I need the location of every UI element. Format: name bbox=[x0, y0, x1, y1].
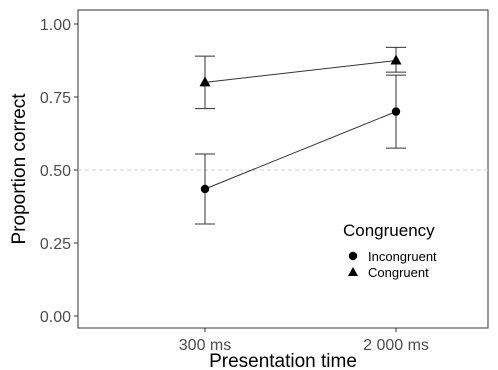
legend-key-congruent bbox=[348, 267, 358, 276]
x-axis: 300 ms 2 000 ms bbox=[179, 328, 429, 354]
x-tick-label: 2 000 ms bbox=[363, 337, 429, 354]
plot-panel bbox=[77, 9, 489, 329]
data-point bbox=[200, 184, 210, 194]
series-incongruent bbox=[195, 74, 406, 225]
y-axis: 0.00 0.25 0.50 0.75 1.00 bbox=[40, 17, 78, 326]
y-tick-label: 0.00 bbox=[40, 309, 71, 326]
y-axis-title: Proportion correct bbox=[9, 93, 30, 245]
series-line bbox=[204, 60, 397, 83]
series-congruent bbox=[195, 46, 406, 110]
y-tick-label: 0.50 bbox=[40, 163, 71, 180]
data-point bbox=[199, 76, 211, 87]
legend: Congruency Incongruent Congruent bbox=[343, 221, 437, 280]
legend-label-incongruent: Incongruent bbox=[368, 249, 437, 264]
series-group bbox=[195, 46, 406, 225]
data-point bbox=[391, 107, 401, 116]
data-point bbox=[390, 54, 402, 65]
y-tick-label: 0.75 bbox=[40, 90, 71, 107]
legend-key-incongruent bbox=[348, 251, 358, 261]
x-tick-label: 300 ms bbox=[179, 337, 231, 354]
series-line bbox=[204, 111, 397, 190]
legend-title: Congruency bbox=[343, 221, 435, 240]
legend-label-congruent: Congruent bbox=[368, 265, 429, 280]
y-tick-label: 1.00 bbox=[40, 17, 71, 34]
x-axis-title: Presentation time bbox=[209, 351, 357, 370]
y-tick-label: 0.25 bbox=[40, 236, 71, 253]
